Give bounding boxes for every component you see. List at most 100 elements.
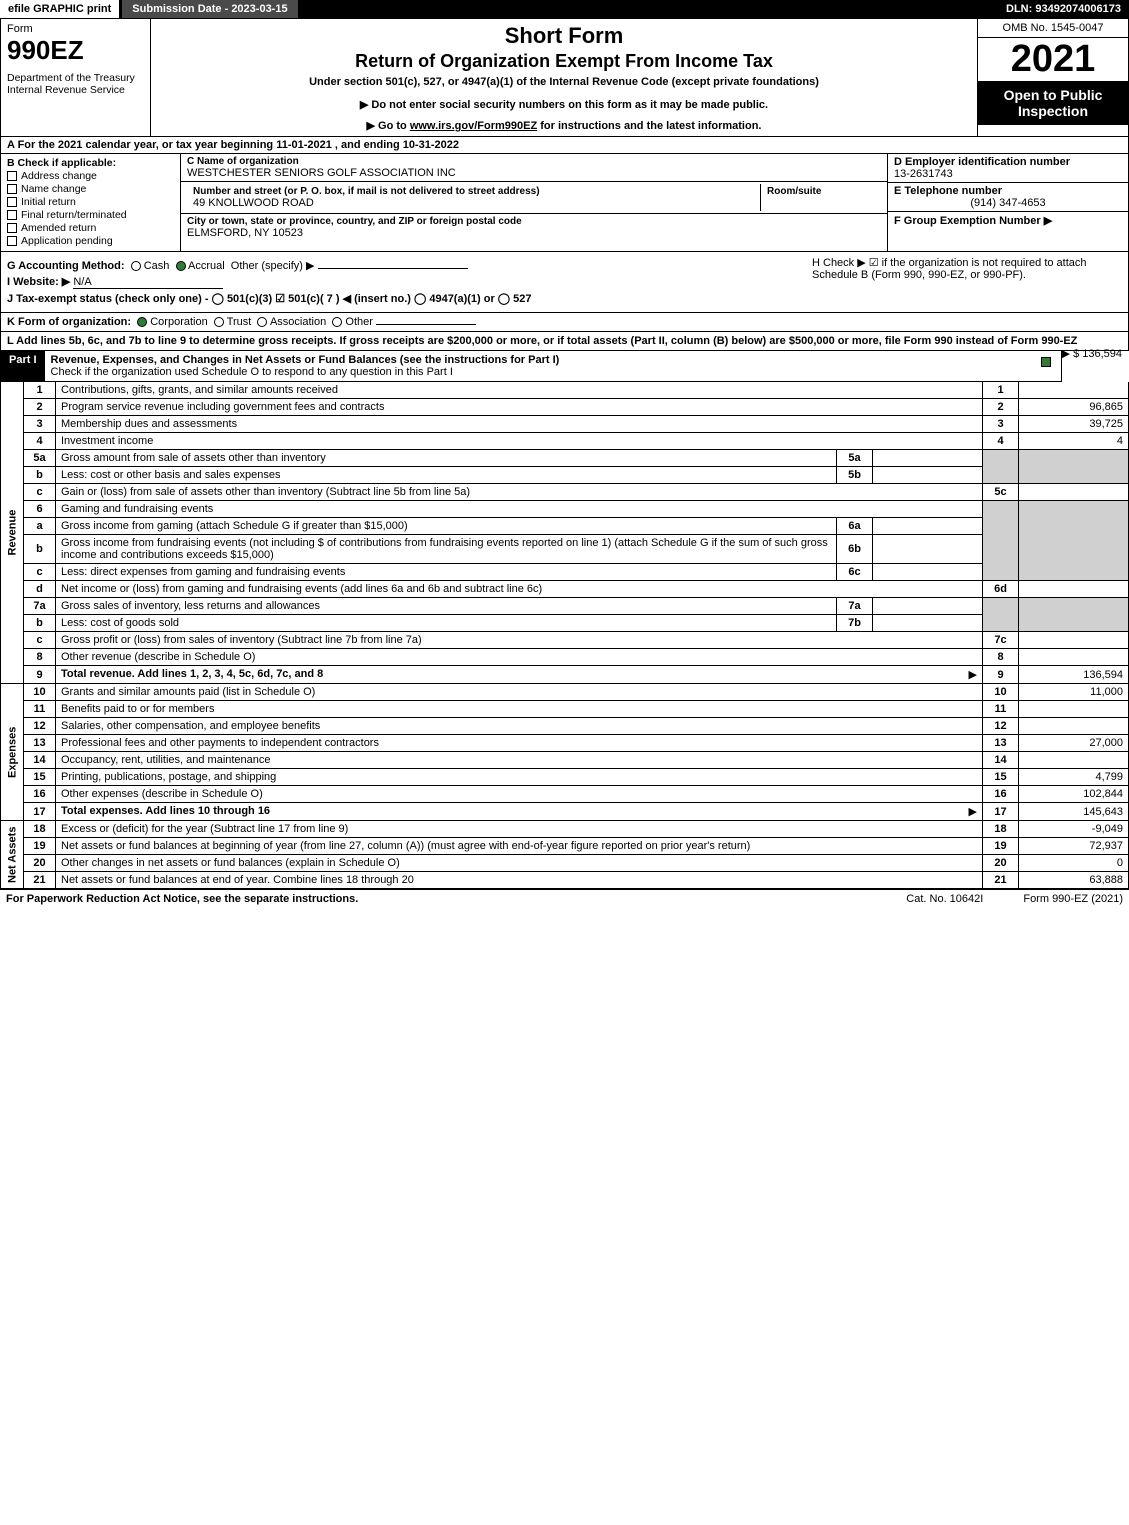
line-5c-box: 5c	[983, 484, 1019, 501]
chk-final-return[interactable]	[7, 210, 17, 220]
line-7a-subval	[873, 598, 983, 615]
header-center: Short Form Return of Organization Exempt…	[151, 19, 978, 136]
line-10-amt: 11,000	[1019, 684, 1129, 701]
d-ein-value: 13-2631743	[894, 168, 1122, 180]
efile-print-label[interactable]: efile GRAPHIC print	[0, 0, 119, 18]
line-9-desc: Total revenue. Add lines 1, 2, 3, 4, 5c,…	[56, 666, 983, 684]
line-3-num: 3	[24, 416, 56, 433]
g-line: G Accounting Method: Cash Accrual Other …	[7, 259, 802, 272]
chk-address-change[interactable]	[7, 171, 17, 181]
department: Department of the Treasury Internal Reve…	[7, 72, 144, 96]
line-6a-subval	[873, 518, 983, 535]
j-line: J Tax-exempt status (check only one) - ◯…	[7, 292, 802, 305]
line-18-num: 18	[24, 821, 56, 838]
line-5a-num: 5a	[24, 450, 56, 467]
line-5a-desc: Gross amount from sale of assets other t…	[56, 450, 837, 467]
line-13-desc: Professional fees and other payments to …	[56, 735, 983, 752]
k-other-input[interactable]	[376, 324, 476, 325]
c-city-label: City or town, state or province, country…	[187, 216, 881, 227]
row-ghij: G Accounting Method: Cash Accrual Other …	[0, 252, 1129, 313]
page-footer: For Paperwork Reduction Act Notice, see …	[0, 889, 1129, 908]
chk-name-change[interactable]	[7, 184, 17, 194]
block-bcdef: B Check if applicable: Address change Na…	[0, 154, 1129, 252]
line-21-desc: Net assets or fund balances at end of ye…	[56, 872, 983, 889]
g-cash: Cash	[144, 260, 170, 272]
line-1-box: 1	[983, 382, 1019, 399]
line-6b-desc: Gross income from fundraising events (no…	[56, 535, 837, 564]
shade-7-amt	[1019, 598, 1129, 632]
line-6d-amt	[1019, 581, 1129, 598]
line-11-num: 11	[24, 701, 56, 718]
line-10-box: 10	[983, 684, 1019, 701]
line-1-num: 1	[24, 382, 56, 399]
line-14-desc: Occupancy, rent, utilities, and maintena…	[56, 752, 983, 769]
line-12-amt	[1019, 718, 1129, 735]
sidebar-revenue: Revenue	[1, 382, 24, 684]
k-trust: Trust	[227, 316, 252, 328]
part-i-title: Revenue, Expenses, and Changes in Net As…	[51, 354, 560, 366]
lines-table: Revenue 1 Contributions, gifts, grants, …	[0, 382, 1129, 889]
line-4-box: 4	[983, 433, 1019, 450]
h-text: H Check ▶ ☑ if the organization is not r…	[812, 257, 1087, 281]
line-18-desc: Excess or (deficit) for the year (Subtra…	[56, 821, 983, 838]
line-2-num: 2	[24, 399, 56, 416]
line-12-num: 12	[24, 718, 56, 735]
l-text: L Add lines 5b, 6c, and 7b to line 9 to …	[7, 335, 1077, 347]
irs-link[interactable]: www.irs.gov/Form990EZ	[410, 120, 537, 132]
line-15-desc: Printing, publications, postage, and shi…	[56, 769, 983, 786]
line-6b-num: b	[24, 535, 56, 564]
form-number: 990EZ	[7, 35, 144, 66]
chk-initial-return[interactable]	[7, 197, 17, 207]
radio-trust[interactable]	[214, 317, 224, 327]
line-7a-num: 7a	[24, 598, 56, 615]
radio-cash[interactable]	[131, 261, 141, 271]
form-word: Form	[7, 23, 144, 35]
line-15-amt: 4,799	[1019, 769, 1129, 786]
f-label: F Group Exemption Number ▶	[894, 214, 1122, 227]
footer-right: Form 990-EZ (2021)	[1023, 893, 1123, 905]
line-5b-sub: 5b	[837, 467, 873, 484]
line-11-amt	[1019, 701, 1129, 718]
line-20-desc: Other changes in net assets or fund bala…	[56, 855, 983, 872]
k-assoc: Association	[270, 316, 326, 328]
shade-6-amt	[1019, 501, 1129, 581]
shade-5	[983, 450, 1019, 484]
g-label: G Accounting Method:	[7, 260, 125, 272]
lbl-application-pending: Application pending	[21, 235, 113, 247]
k-corp: Corporation	[150, 316, 207, 328]
col-b-checkboxes: B Check if applicable: Address change Na…	[1, 154, 181, 251]
line-13-box: 13	[983, 735, 1019, 752]
lbl-address-change: Address change	[21, 170, 97, 182]
line-2-amt: 96,865	[1019, 399, 1129, 416]
l-amount: ▶ $ 136,594	[1062, 347, 1122, 360]
line-8-box: 8	[983, 649, 1019, 666]
line-11-desc: Benefits paid to or for members	[56, 701, 983, 718]
line-9-amt: 136,594	[1019, 666, 1129, 684]
line-17-amt: 145,643	[1019, 803, 1129, 821]
chk-application-pending[interactable]	[7, 236, 17, 246]
line-5a-subval	[873, 450, 983, 467]
radio-accrual[interactable]	[176, 261, 186, 271]
c-street-value: 49 KNOLLWOOD ROAD	[193, 197, 754, 209]
lbl-name-change: Name change	[21, 183, 86, 195]
line-16-amt: 102,844	[1019, 786, 1129, 803]
b-title: B Check if applicable:	[7, 157, 174, 169]
under-section: Under section 501(c), 527, or 4947(a)(1)…	[159, 76, 969, 88]
line-6-desc: Gaming and fundraising events	[56, 501, 983, 518]
chk-amended-return[interactable]	[7, 223, 17, 233]
part-i-check-text: Check if the organization used Schedule …	[51, 366, 453, 378]
submission-date: Submission Date - 2023-03-15	[122, 0, 297, 18]
line-9-num: 9	[24, 666, 56, 684]
line-14-box: 14	[983, 752, 1019, 769]
radio-association[interactable]	[257, 317, 267, 327]
line-6a-sub: 6a	[837, 518, 873, 535]
part-i-header: Part I Revenue, Expenses, and Changes in…	[0, 351, 1062, 382]
radio-corporation[interactable]	[137, 317, 147, 327]
line-7b-num: b	[24, 615, 56, 632]
g-other-input[interactable]	[318, 268, 468, 269]
topbar: efile GRAPHIC print Submission Date - 20…	[0, 0, 1129, 18]
line-14-amt	[1019, 752, 1129, 769]
chk-schedule-o[interactable]	[1041, 357, 1051, 367]
radio-other[interactable]	[332, 317, 342, 327]
sidebar-netassets: Net Assets	[1, 821, 24, 889]
